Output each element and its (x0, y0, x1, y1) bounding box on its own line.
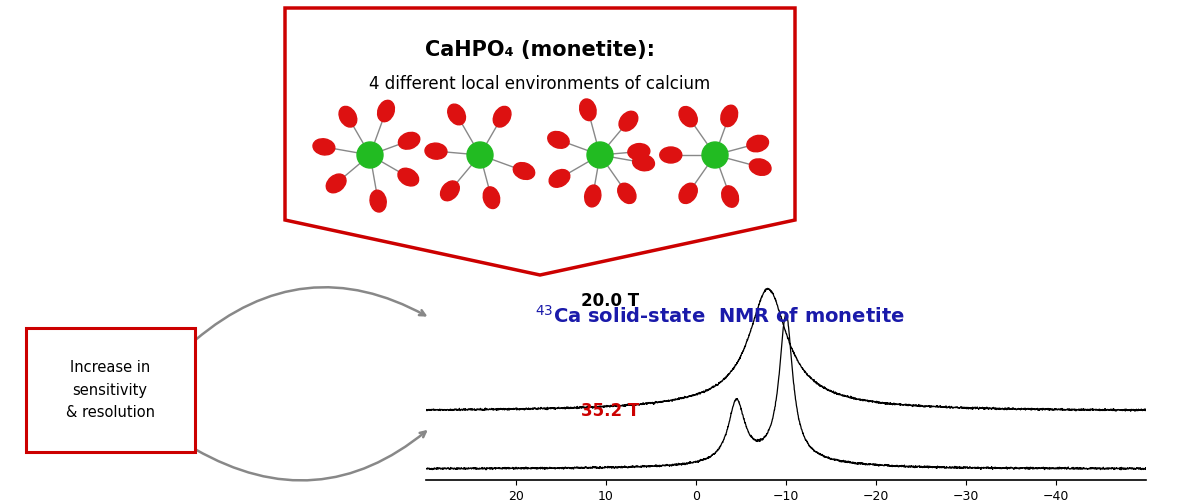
Ellipse shape (313, 139, 335, 155)
Circle shape (467, 142, 493, 168)
Ellipse shape (660, 147, 682, 163)
Ellipse shape (584, 185, 601, 207)
Circle shape (358, 142, 383, 168)
Ellipse shape (679, 106, 697, 127)
Ellipse shape (398, 132, 420, 149)
Text: Increase in
sensitivity
& resolution: Increase in sensitivity & resolution (66, 360, 155, 420)
Ellipse shape (721, 105, 738, 126)
Ellipse shape (679, 183, 697, 204)
Ellipse shape (425, 143, 446, 159)
Text: 4 different local environments of calcium: 4 different local environments of calciu… (370, 75, 710, 93)
Ellipse shape (370, 190, 386, 212)
Ellipse shape (547, 132, 569, 148)
Ellipse shape (484, 187, 499, 208)
Text: 20.0 T: 20.0 T (581, 292, 638, 310)
Ellipse shape (550, 170, 570, 187)
Ellipse shape (746, 136, 768, 152)
Ellipse shape (448, 104, 466, 125)
Ellipse shape (326, 174, 346, 193)
Circle shape (587, 142, 613, 168)
Ellipse shape (721, 186, 738, 207)
Text: CaHPO₄ (monetite):: CaHPO₄ (monetite): (425, 40, 655, 60)
Ellipse shape (632, 154, 654, 171)
Ellipse shape (440, 181, 460, 201)
Ellipse shape (514, 162, 535, 180)
Text: $^{43}$Ca solid-state  NMR of monetite: $^{43}$Ca solid-state NMR of monetite (535, 305, 905, 327)
Ellipse shape (749, 159, 772, 176)
Ellipse shape (580, 99, 596, 120)
Ellipse shape (619, 112, 637, 131)
FancyBboxPatch shape (26, 328, 194, 452)
Ellipse shape (628, 144, 650, 160)
Ellipse shape (340, 106, 356, 127)
Ellipse shape (378, 100, 395, 121)
Ellipse shape (618, 183, 636, 204)
Ellipse shape (398, 168, 419, 186)
Text: 35.2 T: 35.2 T (581, 402, 640, 420)
Ellipse shape (493, 106, 511, 127)
Circle shape (702, 142, 728, 168)
